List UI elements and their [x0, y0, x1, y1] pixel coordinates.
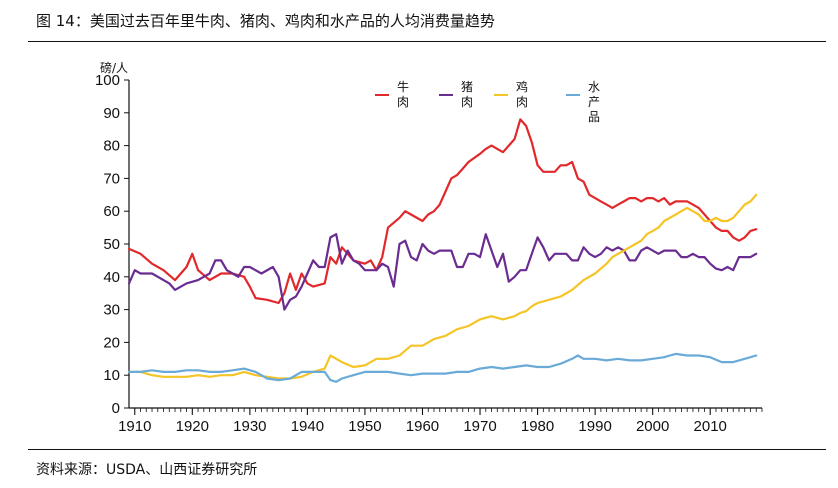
x-tick-label: 1980	[521, 418, 554, 435]
y-axis-unit-label: 磅/人	[100, 60, 128, 75]
y-tick-label: 30	[103, 302, 120, 319]
legend-label: 牛	[397, 79, 409, 94]
legend-label: 猪	[461, 80, 473, 94]
x-tick-label: 1950	[348, 418, 381, 435]
legend-item-水产品: 水产品	[566, 80, 600, 124]
y-tick-label: 60	[103, 203, 120, 220]
top-rule	[28, 41, 826, 42]
legend-label: 肉	[397, 95, 409, 109]
y-tick-label: 90	[103, 105, 120, 122]
y-tick-label: 20	[103, 334, 120, 351]
series-line-牛肉	[127, 118, 758, 305]
legend-label: 水	[588, 80, 600, 94]
y-tick-label: 50	[103, 236, 120, 253]
series-line-水产品	[127, 352, 758, 383]
y-tick-label: 100	[95, 72, 120, 89]
y-tick-label: 10	[103, 367, 120, 384]
legend-item-猪肉: 猪肉	[439, 80, 473, 109]
series-line-猪肉	[127, 233, 758, 311]
x-tick-label: 1990	[578, 418, 611, 435]
legend-item-鸡肉: 鸡肉	[494, 79, 528, 109]
figure-title: 图 14：美国过去百年里牛肉、猪肉、鸡肉和水产品的人均消费量趋势	[36, 12, 495, 30]
x-tick-label: 1940	[291, 418, 324, 435]
legend-label: 肉	[461, 95, 473, 109]
legend-label: 鸡	[516, 79, 528, 94]
legend-label: 肉	[516, 95, 528, 109]
y-tick-label: 0	[112, 400, 120, 417]
x-tick-label: 1970	[463, 418, 496, 435]
x-tick-label: 2010	[694, 418, 727, 435]
x-axis: 1910 1920 1930 1940 1950 1960 1970 1980 1990 2000…	[118, 407, 763, 435]
bottom-rule	[28, 449, 826, 450]
y-tick-label: 40	[103, 269, 120, 286]
x-tick-label: 1960	[406, 418, 439, 435]
legend-label: 品	[588, 110, 600, 124]
source-note: 资料来源：USDA、山西证券研究所	[36, 462, 258, 478]
x-tick-label: 1930	[233, 418, 266, 435]
y-axis: 0 10 20 30 40 50 60 70 80 90 100	[95, 72, 130, 417]
series-line-鸡肉	[127, 193, 758, 380]
y-tick-label: 80	[103, 138, 120, 155]
x-tick-label: 2000	[636, 418, 669, 435]
x-tick-label: 1910	[118, 418, 151, 435]
series-lines	[127, 118, 758, 383]
legend-item-牛肉: 牛肉	[375, 79, 409, 109]
y-tick-label: 70	[103, 170, 120, 187]
legend-label: 产	[588, 95, 600, 109]
x-tick-label: 1920	[176, 418, 209, 435]
